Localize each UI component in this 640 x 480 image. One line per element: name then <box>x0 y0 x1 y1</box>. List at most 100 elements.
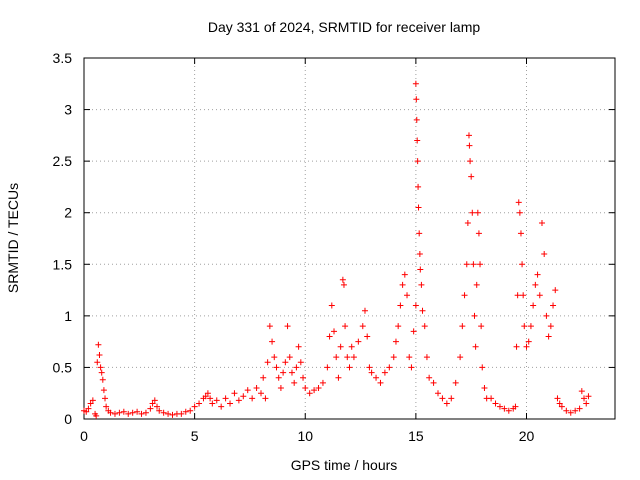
data-point <box>94 359 101 366</box>
data-point <box>585 393 592 400</box>
data-point <box>160 409 167 416</box>
data-point <box>532 281 539 288</box>
data-point <box>373 374 380 381</box>
data-point <box>218 403 225 410</box>
data-point <box>417 266 424 273</box>
data-point <box>293 364 300 371</box>
data-point <box>235 397 242 404</box>
data-point <box>416 250 423 257</box>
data-point <box>461 292 468 299</box>
data-point <box>89 397 96 404</box>
data-point <box>182 408 189 415</box>
data-point <box>567 409 574 416</box>
data-point <box>426 374 433 381</box>
data-point <box>85 405 92 412</box>
data-point <box>448 395 455 402</box>
data-point <box>368 369 375 376</box>
data-point <box>473 281 480 288</box>
data-point <box>545 333 552 340</box>
data-point <box>147 405 154 412</box>
data-point <box>319 379 326 386</box>
data-point <box>102 395 109 402</box>
data-point <box>406 354 413 361</box>
data-point <box>470 261 477 268</box>
data-point <box>464 220 471 227</box>
data-point <box>399 281 406 288</box>
data-point <box>550 302 557 309</box>
data-point <box>286 354 293 361</box>
data-point <box>291 379 298 386</box>
data-point <box>142 409 149 416</box>
data-point <box>496 403 503 410</box>
data-point <box>443 400 450 407</box>
data-point <box>395 323 402 330</box>
data-point <box>111 410 118 417</box>
data-point <box>501 405 508 412</box>
data-point <box>103 403 110 410</box>
data-point <box>359 323 366 330</box>
data-point <box>264 359 271 366</box>
data-point <box>151 397 158 404</box>
data-point <box>288 369 295 376</box>
data-point <box>543 312 550 319</box>
data-point <box>282 359 289 366</box>
chart-title: Day 331 of 2024, SRMTID for receiver lam… <box>208 19 481 35</box>
data-point <box>479 364 486 371</box>
data-point <box>344 354 351 361</box>
data-point <box>515 199 522 206</box>
data-point <box>474 209 481 216</box>
data-point <box>465 132 472 139</box>
data-point <box>346 364 353 371</box>
axis-tick-labels: 0 5 10 15 20 0 0.5 1 1.5 2 2.5 3 3.5 <box>53 50 535 444</box>
data-point <box>169 411 176 418</box>
data-point <box>340 281 347 288</box>
data-point <box>513 343 520 350</box>
data-point <box>154 403 161 410</box>
data-point <box>311 387 318 394</box>
data-point <box>419 307 426 314</box>
data-point <box>99 376 106 383</box>
data-point <box>415 204 422 211</box>
data-point <box>536 292 543 299</box>
data-point <box>284 323 291 330</box>
x-tick-label: 10 <box>297 428 313 444</box>
data-point <box>534 271 541 278</box>
data-point <box>348 343 355 350</box>
y-tick-label: 0 <box>64 411 72 427</box>
data-point <box>178 410 185 417</box>
data-point <box>125 410 132 417</box>
data-point <box>423 354 430 361</box>
data-point <box>519 261 526 268</box>
data-point <box>364 333 371 340</box>
data-points <box>81 80 592 419</box>
data-point <box>335 374 342 381</box>
data-point <box>326 333 333 340</box>
data-point <box>583 400 590 407</box>
data-point <box>213 397 220 404</box>
data-point <box>466 142 473 149</box>
data-point <box>547 323 554 330</box>
data-point <box>514 292 521 299</box>
data-point <box>207 395 214 402</box>
data-point <box>488 395 495 402</box>
data-point <box>149 400 156 407</box>
data-point <box>202 393 209 400</box>
data-point <box>505 407 512 414</box>
data-point <box>523 343 530 350</box>
data-point <box>512 403 519 410</box>
data-point <box>418 281 425 288</box>
data-point <box>269 338 276 345</box>
data-point <box>469 209 476 216</box>
data-point <box>120 408 127 415</box>
data-point <box>481 385 488 392</box>
data-point <box>227 400 234 407</box>
data-point <box>100 387 107 394</box>
data-point <box>98 369 105 376</box>
data-point <box>410 328 417 335</box>
data-point <box>297 359 304 366</box>
x-tick-label: 5 <box>191 428 199 444</box>
data-point <box>129 409 136 416</box>
data-point <box>266 323 273 330</box>
data-point <box>187 407 194 414</box>
data-point <box>95 341 102 348</box>
